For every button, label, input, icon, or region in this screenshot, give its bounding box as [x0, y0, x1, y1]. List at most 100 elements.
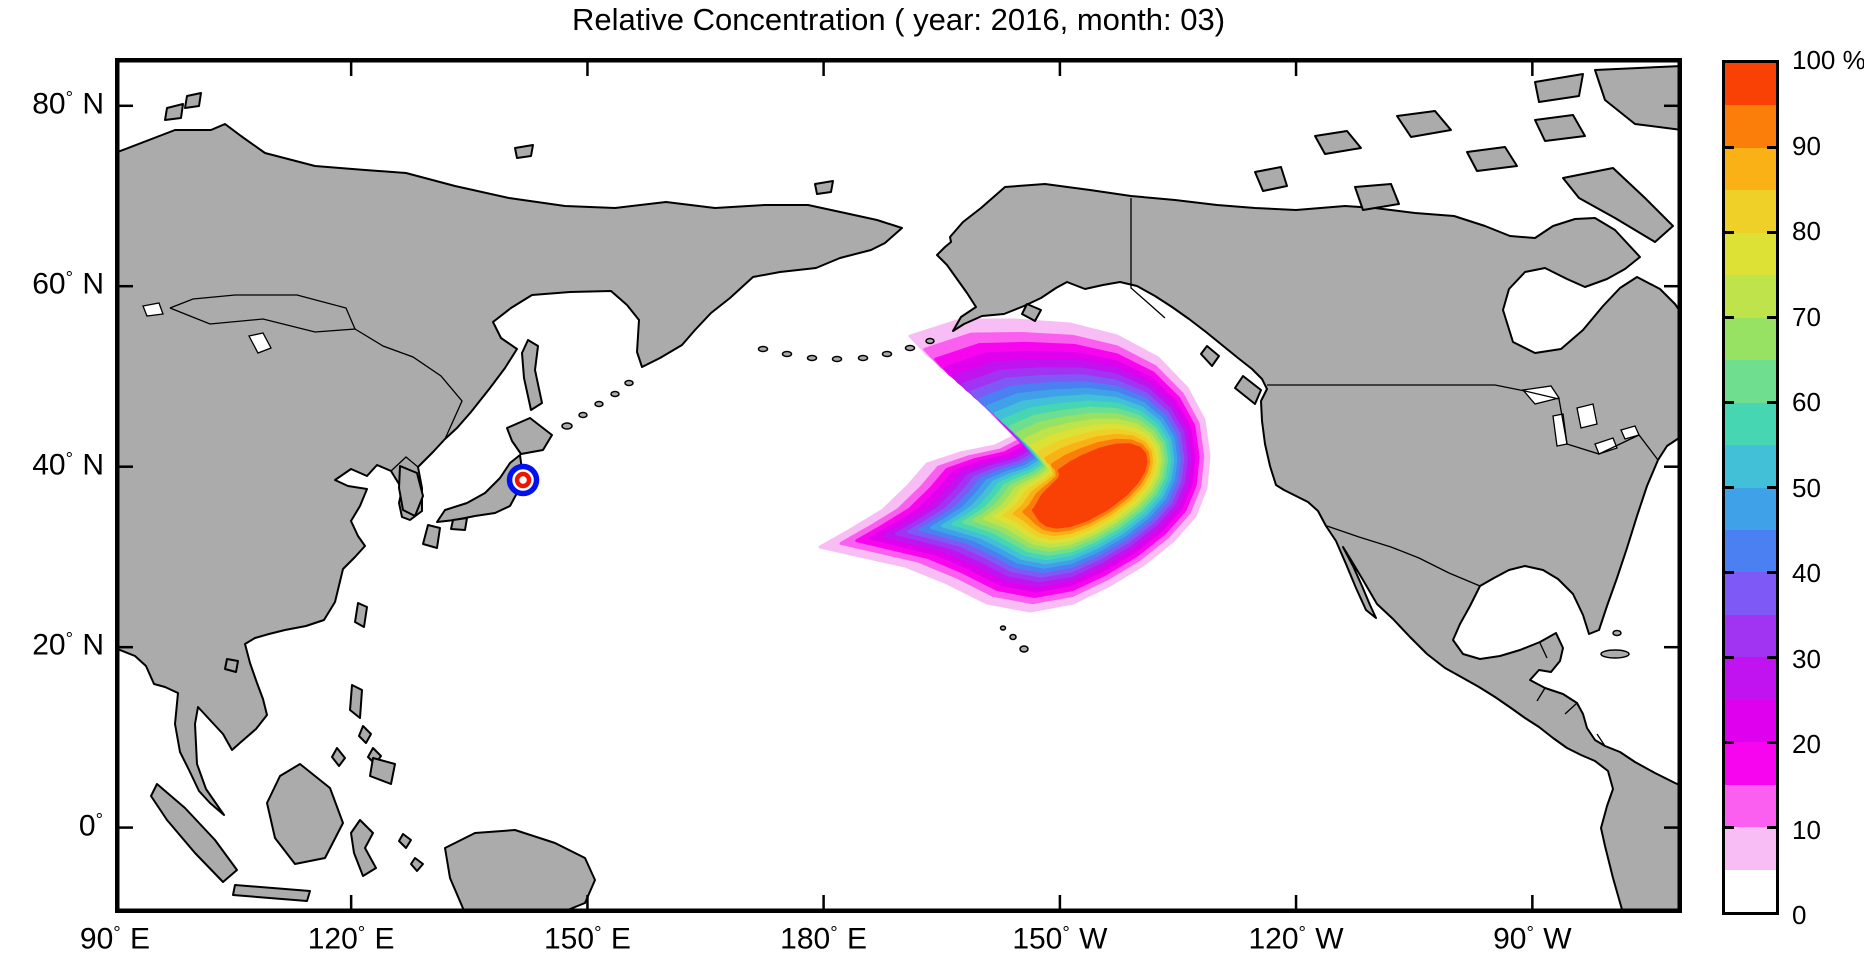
x-tick-label-90W: 90° W	[1493, 922, 1572, 956]
source-marker-inner-ring	[514, 471, 532, 489]
colorbar-band-20pct	[1725, 742, 1776, 785]
colorbar-band-10pct	[1725, 827, 1776, 870]
land-java	[232, 884, 311, 902]
island-aleutian	[781, 350, 793, 358]
land-banks-island	[1254, 166, 1288, 192]
lake-huron	[1576, 403, 1598, 429]
border-nicaragua	[1564, 702, 1578, 715]
x-tick-label-120E: 120° E	[307, 922, 395, 956]
x-tick-label-150E: 150° E	[544, 922, 631, 956]
colorbar-band-5pct	[1725, 869, 1776, 913]
colorbar-band-40pct	[1725, 572, 1776, 615]
island-bahama	[1612, 629, 1622, 637]
colorbar-tick	[1767, 740, 1776, 744]
colorbar-label-90: 90	[1792, 130, 1821, 161]
land-severnaya-1	[164, 103, 184, 121]
colorbar-tick	[1767, 231, 1776, 235]
colorbar-band-60pct	[1725, 402, 1776, 446]
lake-balkhash	[142, 302, 164, 317]
colorbar-label-50: 50	[1792, 472, 1821, 503]
island-kuril	[578, 411, 588, 419]
land-visayas-1	[358, 725, 372, 744]
colorbar-tick	[1725, 655, 1734, 659]
island-cuba	[1600, 649, 1630, 659]
land-vancouver-island	[1234, 375, 1262, 405]
border-alaska-canada	[1130, 198, 1166, 319]
border-mongolia	[169, 294, 356, 333]
colorbar-band-65pct	[1725, 360, 1776, 403]
land-arctic-island-4	[1396, 110, 1452, 138]
land-arctic-island-3	[1314, 130, 1362, 155]
colorbar-band-30pct	[1725, 657, 1776, 700]
island-aleutian	[831, 355, 843, 363]
land-sumatra	[150, 783, 238, 883]
colorbar-band-85pct	[1725, 190, 1776, 233]
lake-baikal	[248, 332, 272, 354]
colorbar-tick	[1725, 146, 1734, 150]
y-tick-label-0: 0°	[78, 808, 104, 842]
land-luzon	[349, 684, 363, 719]
land-severnaya-2	[184, 92, 202, 109]
colorbar-band-15pct	[1725, 784, 1776, 828]
border-us-mexico	[1326, 525, 1481, 587]
colorbar	[1722, 60, 1779, 915]
border-panama	[1596, 733, 1606, 747]
colorbar-tick	[1725, 316, 1734, 320]
y-tick-label-20N: 20° N	[32, 628, 104, 662]
island-hawaii	[1019, 645, 1029, 653]
colorbar-band-45pct	[1725, 529, 1776, 573]
colorbar-label-60: 60	[1792, 387, 1821, 417]
land-north-america	[936, 183, 1682, 913]
x-tick-label-150W: 150° W	[1012, 922, 1108, 956]
island-hawaii	[999, 625, 1007, 631]
map-frame	[115, 58, 1682, 913]
y-tick-label-40N: 40° N	[32, 447, 104, 481]
land-sulawesi	[350, 819, 377, 877]
border-guatemala	[1539, 642, 1548, 659]
island-aleutian	[806, 354, 818, 362]
land-borneo	[266, 763, 344, 865]
x-tick-label-90E: 90° E	[79, 922, 151, 956]
y-tick-label-80N: 80° N	[32, 86, 104, 121]
border-us-canada	[1267, 384, 1659, 461]
colorbar-tick	[1767, 570, 1776, 574]
island-aleutian	[925, 337, 935, 345]
island-aleutian	[881, 350, 893, 358]
colorbar-band-25pct	[1725, 699, 1776, 743]
land-taiwan	[354, 602, 368, 628]
colorbar-band-55pct	[1725, 445, 1776, 488]
land-arctic-island-5	[1466, 146, 1518, 172]
colorbar-label-20: 20	[1792, 729, 1821, 759]
island-aleutian	[857, 354, 869, 362]
island-aleutian	[904, 344, 916, 352]
colorbar-tick	[1725, 825, 1734, 829]
land-honshu	[436, 454, 524, 523]
colorbar-tick	[1767, 401, 1776, 405]
colorbar-label-100%: 100 %	[1792, 45, 1864, 75]
land-kyushu	[422, 524, 441, 549]
border-russia-china	[354, 328, 463, 440]
land-hokkaido	[506, 417, 553, 455]
land-hainan	[224, 658, 239, 673]
colorbar-band-90pct	[1725, 147, 1776, 191]
land-shikoku	[450, 517, 468, 531]
colorbar-tick	[1725, 401, 1734, 405]
chart-title: Relative Concentration ( year: 2016, mon…	[571, 2, 1226, 37]
land-molucca-2	[410, 857, 424, 872]
land-arctic-island-6	[1534, 114, 1586, 142]
colorbar-tick	[1767, 146, 1776, 150]
colorbar-band-70pct	[1725, 317, 1776, 361]
land-mindanao	[369, 757, 396, 785]
land-ellesmere-strip	[1534, 73, 1584, 103]
land-new-guinea	[444, 829, 596, 913]
island-kuril	[610, 390, 620, 398]
border-china-korea	[390, 456, 419, 472]
x-tick-label-120W: 120° W	[1248, 922, 1344, 956]
colorbar-band-80pct	[1725, 232, 1776, 276]
land-palawan	[331, 747, 346, 767]
island-kuril	[624, 379, 634, 387]
island-kuril	[561, 422, 573, 430]
colorbar-tick	[1725, 570, 1734, 574]
land-kodiak	[1021, 303, 1042, 322]
